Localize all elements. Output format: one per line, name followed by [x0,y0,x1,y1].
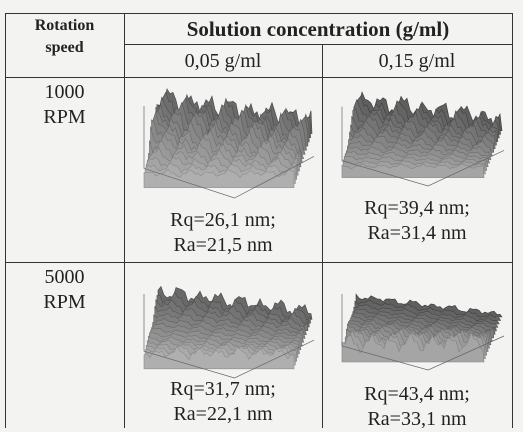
measurement-line: Rq=39,4 nm; [322,196,512,221]
border [5,13,6,428]
measurement: Rq=31,7 nm; Ra=22,1 nm [124,377,322,427]
measurement-line: Ra=33,1 nm [322,407,512,432]
row-label-text: RPM [5,290,124,315]
border [5,77,512,78]
column-header: 0,15 g/ml [322,50,512,73]
border [5,262,512,263]
border [5,13,512,14]
afm-image [328,274,510,374]
measurement: Rq=43,4 nm; Ra=33,1 nm [322,382,512,432]
measurement-line: Ra=21,5 nm [124,233,322,258]
measurement-line: Rq=31,7 nm; [124,377,322,402]
row-label: 1000 RPM [5,80,124,130]
afm-image [328,86,510,190]
row-label: 5000 RPM [5,265,124,315]
measurement: Rq=39,4 nm; Ra=31,4 nm [322,196,512,246]
row-label-text: 1000 [5,80,124,105]
measurement-line: Ra=31,4 nm [322,221,512,246]
measurement-line: Rq=26,1 nm; [124,208,322,233]
column-header: 0,05 g/ml [124,50,322,73]
afm-image [130,272,320,382]
measurement-line: Ra=22,1 nm [124,402,322,427]
header-text: Solution concentration (g/ml) [124,17,512,42]
measurement-line: Rq=43,4 nm; [322,382,512,407]
row-label-text: RPM [5,105,124,130]
measurement: Rq=26,1 nm; Ra=21,5 nm [124,208,322,258]
header-text: speed [5,37,124,59]
border [124,44,512,45]
row-label-text: 5000 [5,265,124,290]
header-text: Rotation [5,15,124,37]
page: Rotation speed Solution concentration (g… [0,0,523,428]
header-cell: Rotation speed [5,15,124,59]
border [512,13,513,428]
afm-image [130,82,320,202]
